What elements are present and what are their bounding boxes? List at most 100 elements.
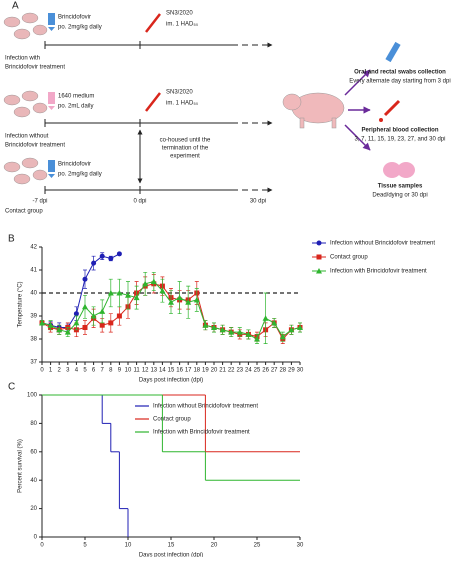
y-tick-label: 41: [30, 268, 37, 274]
marker: [116, 313, 122, 319]
x-tick-label: 30: [297, 543, 304, 549]
virus: SN3/2020: [166, 90, 193, 96]
x-tick-label: 10: [125, 368, 132, 374]
x-tick-label: 7: [101, 368, 105, 374]
marker: [99, 322, 105, 328]
legend-label: Contact group: [153, 417, 191, 423]
y-tick-label: 38: [30, 337, 37, 343]
x-tick-label: 23: [236, 368, 243, 374]
x-tick-label: 29: [288, 368, 295, 374]
virus: SN3/2020: [166, 11, 193, 17]
legend-label: Infection with Brincidofovir treatment: [330, 269, 427, 275]
sample-detail: Dead/dying or 30 dpi: [372, 193, 427, 199]
timeline-label: 30 dpi: [250, 199, 266, 205]
y-tick-label: 42: [30, 245, 37, 251]
group-label: Brincidofovir treatment: [5, 65, 65, 71]
marker: [193, 296, 200, 303]
x-tick-label: 0: [40, 543, 44, 549]
marker: [64, 329, 71, 335]
marker: [39, 319, 45, 326]
y-tick-label: 40: [30, 291, 37, 297]
timeline-label: -7 dpi: [32, 199, 47, 205]
marker: [228, 329, 235, 335]
x-tick-label: 5: [83, 368, 87, 374]
panel-label: A: [12, 1, 19, 12]
sample-title: Tissue samples: [378, 184, 423, 190]
x-tick-label: 20: [211, 543, 218, 549]
timeline-label: 0 dpi: [133, 199, 146, 205]
x-tick-label: 21: [219, 368, 226, 374]
marker: [150, 278, 157, 284]
x-tick-label: 16: [176, 368, 183, 374]
x-tick-label: 27: [271, 368, 278, 374]
marker: [99, 253, 105, 259]
legend-label: Contact group: [330, 255, 368, 261]
marker: [236, 329, 243, 335]
x-tick-label: 15: [168, 543, 175, 549]
marker: [90, 313, 97, 319]
marker: [245, 331, 252, 337]
marker: [288, 326, 295, 333]
marker: [108, 320, 114, 326]
note: termination of the: [162, 146, 209, 152]
marker: [82, 276, 88, 282]
syringes: [145, 13, 161, 112]
pigs: [3, 12, 48, 185]
x-tick-label: 1: [49, 368, 53, 374]
x-tick-label: 14: [159, 368, 166, 374]
y-tick-label: 20: [30, 506, 37, 512]
x-tick-label: 11: [133, 368, 140, 374]
marker: [316, 240, 322, 246]
sample-title: Peripheral blood collection: [361, 128, 438, 134]
marker: [168, 299, 174, 305]
drug: Brincidofovir: [58, 15, 91, 21]
series-line: [41, 253, 120, 328]
x-tick-label: 25: [254, 368, 261, 374]
marker: [279, 333, 286, 340]
route: im. 1 HAD₅₀: [166, 22, 199, 28]
marker: [91, 260, 97, 266]
marker: [262, 315, 269, 321]
y-axis-title: Percent survival (%): [18, 439, 24, 493]
drug: 1640 medium: [58, 94, 94, 100]
x-axis-title: Days post infection (dpi): [139, 378, 203, 384]
marker: [316, 254, 322, 260]
sample-icons: [379, 41, 415, 178]
x-tick-label: 12: [142, 368, 149, 374]
marker: [185, 299, 192, 305]
panel-label: B: [8, 234, 15, 245]
marker: [133, 294, 140, 301]
group-label: Brincidofovir treatment: [5, 143, 65, 149]
x-axis-title: Days post infection (dpi): [139, 553, 203, 557]
x-tick-label: 15: [168, 368, 175, 374]
marker: [254, 336, 260, 342]
legend-label: Infection with Brincidofovir treatment: [153, 430, 250, 436]
x-tick-label: 5: [83, 543, 87, 549]
x-tick-label: 10: [125, 543, 132, 549]
marker: [202, 322, 209, 328]
marker: [47, 322, 54, 328]
note: co-housed until the: [160, 138, 211, 144]
drug: Brincidofovir: [58, 162, 91, 168]
x-tick-label: 17: [185, 368, 192, 374]
x-tick-label: 0: [40, 368, 44, 374]
x-tick-label: 28: [279, 368, 286, 374]
x-tick-label: 4: [75, 368, 79, 374]
sample-detail: Every alternate day starting from 3 dpi: [349, 79, 450, 85]
x-tick-label: 2: [58, 368, 62, 374]
y-tick-label: 37: [30, 360, 37, 366]
x-tick-label: 3: [66, 368, 70, 374]
x-tick-label: 20: [211, 368, 218, 374]
y-tick-label: 0: [34, 535, 38, 541]
marker: [159, 287, 166, 294]
x-tick-label: 24: [245, 368, 252, 374]
dose: po. 2mg/kg daily: [58, 172, 102, 178]
group-label: Infection without: [5, 134, 49, 140]
x-tick-label: 13: [150, 368, 157, 374]
pig: [282, 92, 345, 129]
group-label: Contact group: [5, 209, 43, 215]
marker: [219, 326, 226, 333]
marker: [125, 292, 131, 298]
y-tick-label: 60: [30, 449, 37, 455]
